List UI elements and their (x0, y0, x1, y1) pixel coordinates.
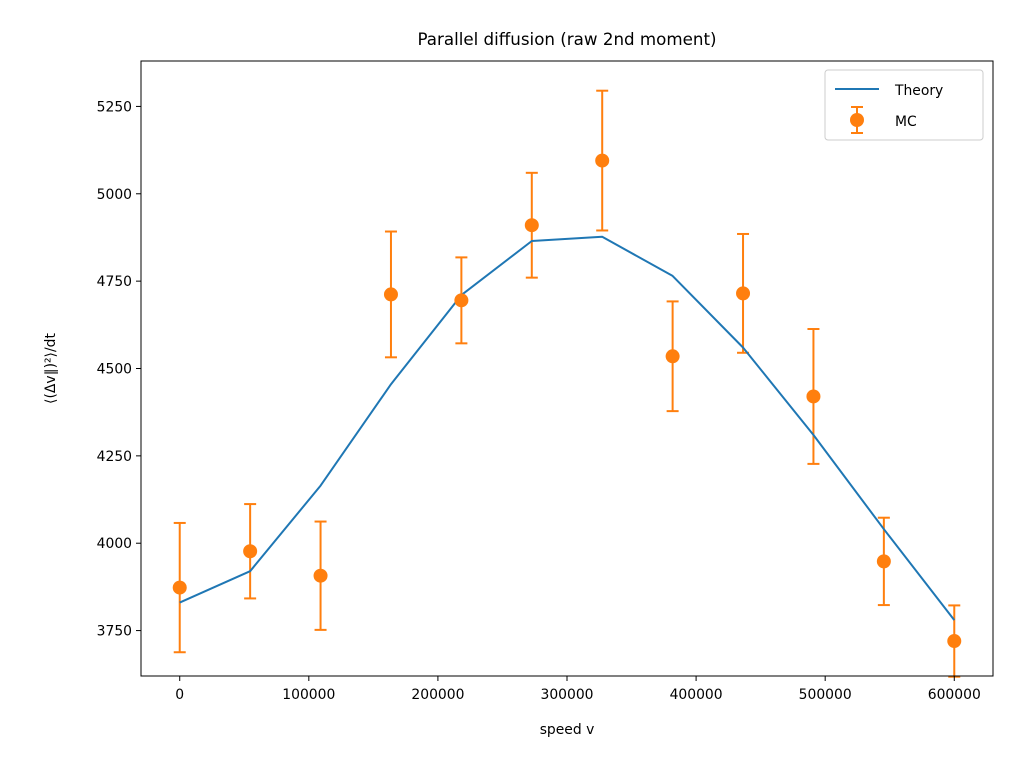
mc-point (947, 634, 962, 649)
mc-point (806, 389, 821, 404)
legend-mc-label: MC (895, 114, 917, 130)
mc-point (665, 349, 680, 364)
x-tick-label: 100000 (282, 687, 335, 703)
x-tick-label: 400000 (670, 687, 723, 703)
y-tick-label: 4750 (97, 274, 132, 290)
y-axis-ticks: 3750 4000 4250 4500 4750 5000 5250 (97, 99, 141, 640)
x-tick-label: 200000 (411, 687, 464, 703)
mc-point (383, 287, 398, 302)
y-tick-label: 5000 (97, 187, 132, 203)
y-tick-label: 3750 (97, 624, 132, 640)
mc-errorbars (173, 89, 961, 678)
y-tick-label: 4000 (97, 536, 132, 552)
mc-points (172, 153, 962, 649)
legend-box (824, 69, 984, 141)
mc-point (243, 544, 258, 559)
x-tick-label: 500000 (799, 687, 852, 703)
chart-title: Parallel diffusion (raw 2nd moment) (417, 29, 716, 49)
x-axis-ticks: 0 100000 200000 300000 400000 500000 600000 (175, 676, 981, 703)
mc-point (876, 554, 891, 569)
mc-point (172, 580, 187, 595)
y-tick-label: 4250 (97, 449, 132, 465)
legend-mc-marker (850, 113, 864, 127)
plot-area-frame (140, 60, 994, 677)
mc-point (595, 153, 610, 168)
mc-point (736, 286, 751, 301)
x-tick-label: 300000 (540, 687, 593, 703)
y-axis-title: ⟨(Δv∥)²⟩/dt (43, 333, 59, 404)
mc-point (454, 293, 469, 308)
theory-line (179, 235, 956, 621)
mc-point (524, 218, 539, 233)
y-tick-label: 5250 (97, 99, 132, 115)
x-axis-title: speed v (540, 722, 595, 738)
legend-mc-swatch (850, 106, 864, 134)
mc-point (313, 568, 328, 583)
theory-line-group (179, 235, 956, 621)
legend-theory-label: Theory (894, 83, 943, 99)
legend: Theory MC (824, 69, 984, 141)
x-tick-label: 600000 (928, 687, 981, 703)
x-tick-label: 0 (175, 687, 184, 703)
y-tick-label: 4500 (97, 362, 132, 378)
